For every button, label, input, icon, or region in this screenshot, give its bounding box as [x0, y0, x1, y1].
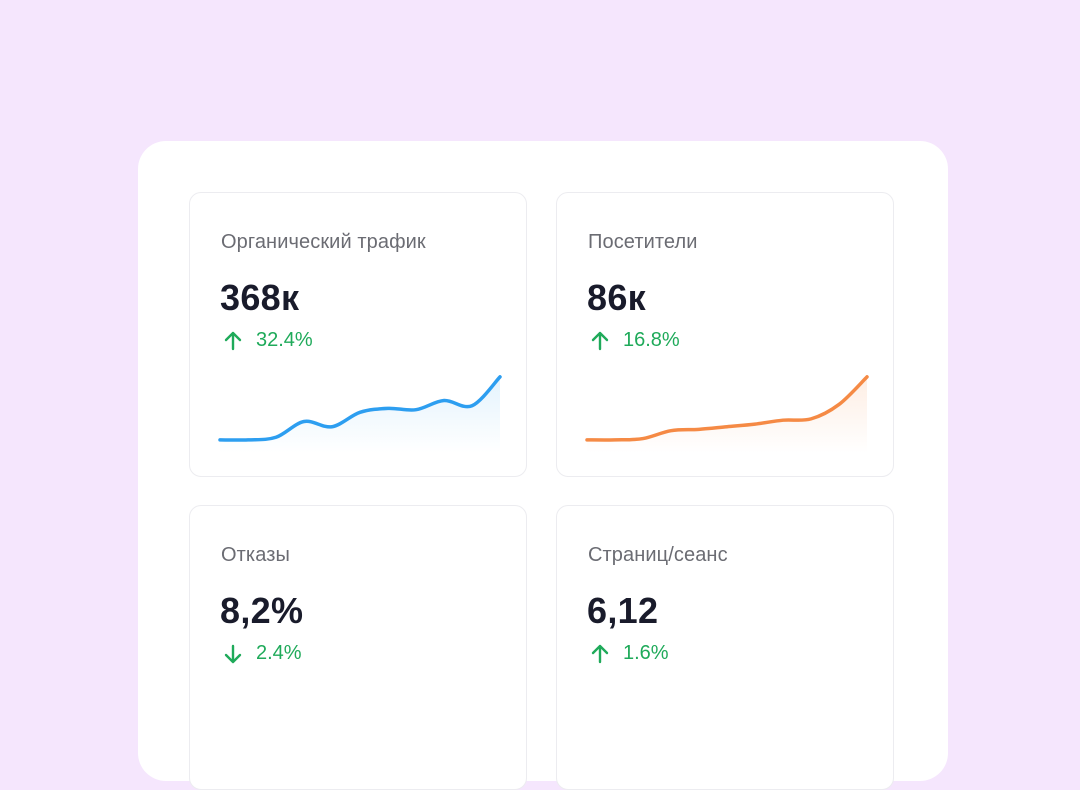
metric-card-visitors[interactable]: Посетители 86к 16.8%: [556, 192, 894, 477]
metric-card-organic-traffic[interactable]: Органический трафик 368к 32.4%: [189, 192, 527, 477]
sparkline-chart: [585, 375, 869, 453]
sparkline-area: [220, 376, 500, 453]
arrow-up-icon: [589, 643, 611, 665]
sparkline-line: [218, 375, 502, 442]
arrow-up-icon: [589, 330, 611, 352]
metric-change: 2.4%: [222, 642, 302, 665]
metric-change: 16.8%: [589, 329, 680, 352]
arrow-up-icon: [222, 330, 244, 352]
arrow-down-icon: [222, 643, 244, 665]
metric-title: Отказы: [221, 544, 290, 566]
metric-change: 32.4%: [222, 329, 313, 352]
metric-card-bounces[interactable]: Отказы 8,2% 2.4%: [189, 505, 527, 790]
metric-card-pages-per-session[interactable]: Страниц/сеанс 6,12 1.6%: [556, 505, 894, 790]
sparkline-line: [585, 375, 869, 442]
metric-change-value: 16.8%: [623, 329, 680, 351]
metric-value: 8,2%: [220, 590, 304, 631]
sparkline-area: [587, 376, 867, 453]
metric-value: 6,12: [587, 590, 659, 631]
metric-change: 1.6%: [589, 642, 669, 665]
metric-change-value: 1.6%: [623, 642, 669, 664]
metric-change-value: 32.4%: [256, 329, 313, 351]
metric-title: Посетители: [588, 231, 698, 253]
metric-value: 368к: [220, 277, 300, 318]
metric-title: Страниц/сеанс: [588, 544, 728, 566]
sparkline-chart: [218, 375, 502, 453]
metric-title: Органический трафик: [221, 231, 426, 253]
metric-value: 86к: [587, 277, 646, 318]
metric-change-value: 2.4%: [256, 642, 302, 664]
